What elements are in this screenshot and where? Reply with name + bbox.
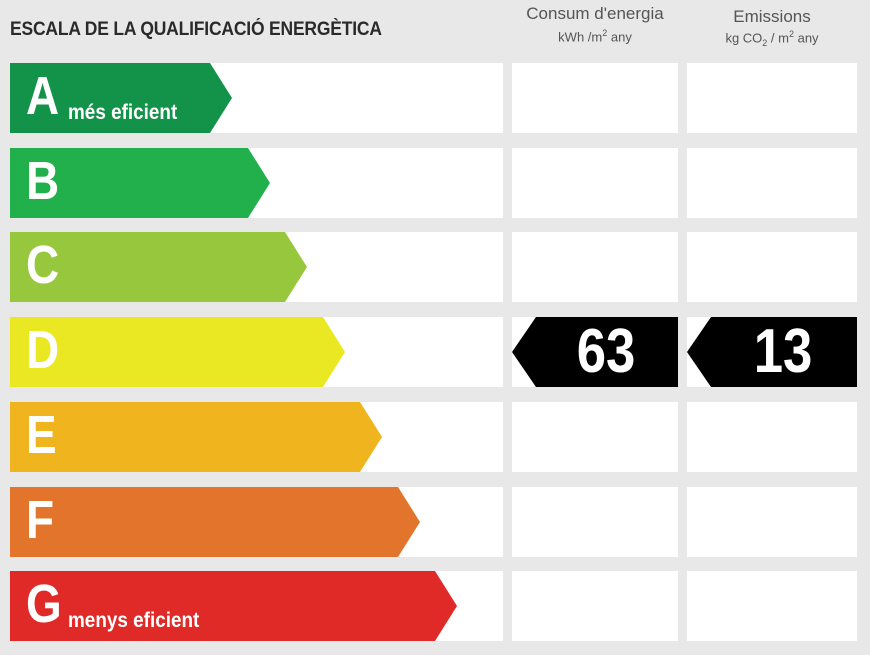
- class-letter: E: [26, 405, 57, 465]
- class-arrow-shape: [10, 317, 345, 387]
- scale-bar-cell: B: [10, 148, 503, 218]
- class-arrow-shape: [10, 402, 382, 472]
- emissions-marker: [687, 317, 857, 387]
- class-note: menys eficient: [68, 609, 200, 632]
- consumption-cell: [512, 63, 678, 133]
- class-arrow-shape: [10, 63, 232, 133]
- emissions-cell: 13: [687, 317, 857, 387]
- consumption-header: Consum d'energia kWh /m2 any: [512, 4, 678, 44]
- scale-row-e: E: [0, 402, 870, 472]
- class-arrow-e: [10, 402, 382, 472]
- class-letter: C: [26, 235, 60, 295]
- scale-bar-cell: C: [10, 232, 503, 302]
- class-letter: A: [26, 66, 60, 126]
- emissions-marker-value: 13: [753, 317, 813, 386]
- scale-bar-cell: F: [10, 487, 503, 557]
- emissions-label: Emissions: [733, 7, 811, 26]
- class-arrow-c: [10, 232, 307, 302]
- emissions-cell: [687, 487, 857, 557]
- scale-row-d: D 63 13: [0, 317, 870, 387]
- scale-bar-cell: D: [10, 317, 503, 387]
- consumption-marker-value: 63: [576, 317, 636, 386]
- consumption-cell: [512, 571, 678, 641]
- scale-row-c: C: [0, 232, 870, 302]
- consumption-unit: kWh /m2 any: [558, 28, 632, 45]
- consumption-marker: [512, 317, 678, 387]
- class-letter: B: [26, 151, 60, 211]
- class-note: més eficient: [68, 101, 178, 124]
- consumption-marker-shape: [512, 317, 678, 387]
- class-arrow-shape: [10, 232, 307, 302]
- emissions-cell: [687, 402, 857, 472]
- class-letter: G: [26, 574, 62, 634]
- class-arrow-shape: [10, 487, 420, 557]
- consumption-cell: [512, 402, 678, 472]
- class-arrow-shape: [10, 148, 270, 218]
- emissions-cell: [687, 232, 857, 302]
- scale-bar-cell: E: [10, 402, 503, 472]
- consumption-cell: 63: [512, 317, 678, 387]
- consumption-cell: [512, 487, 678, 557]
- class-letter: D: [26, 320, 60, 380]
- consumption-cell: [512, 148, 678, 218]
- class-arrow-shape: [10, 571, 457, 641]
- emissions-cell: [687, 63, 857, 133]
- scale-row-b: B: [0, 148, 870, 218]
- class-arrow-a: [10, 63, 232, 133]
- emissions-unit: kg CO2 / m2 any: [725, 29, 819, 48]
- emissions-marker-shape: [687, 317, 857, 387]
- class-arrow-d: [10, 317, 345, 387]
- scale-row-f: F: [0, 487, 870, 557]
- class-arrow-f: [10, 487, 420, 557]
- emissions-cell: [687, 571, 857, 641]
- emissions-header: Emissions kg CO2 / m2 any: [687, 7, 857, 48]
- class-arrow-b: [10, 148, 270, 218]
- page-title: ESCALA DE LA QUALIFICACIÓ ENERGÈTICA: [10, 19, 382, 40]
- consumption-cell: [512, 232, 678, 302]
- consumption-label: Consum d'energia: [526, 4, 664, 23]
- emissions-cell: [687, 148, 857, 218]
- class-arrow-g: [10, 571, 457, 641]
- class-letter: F: [26, 490, 55, 550]
